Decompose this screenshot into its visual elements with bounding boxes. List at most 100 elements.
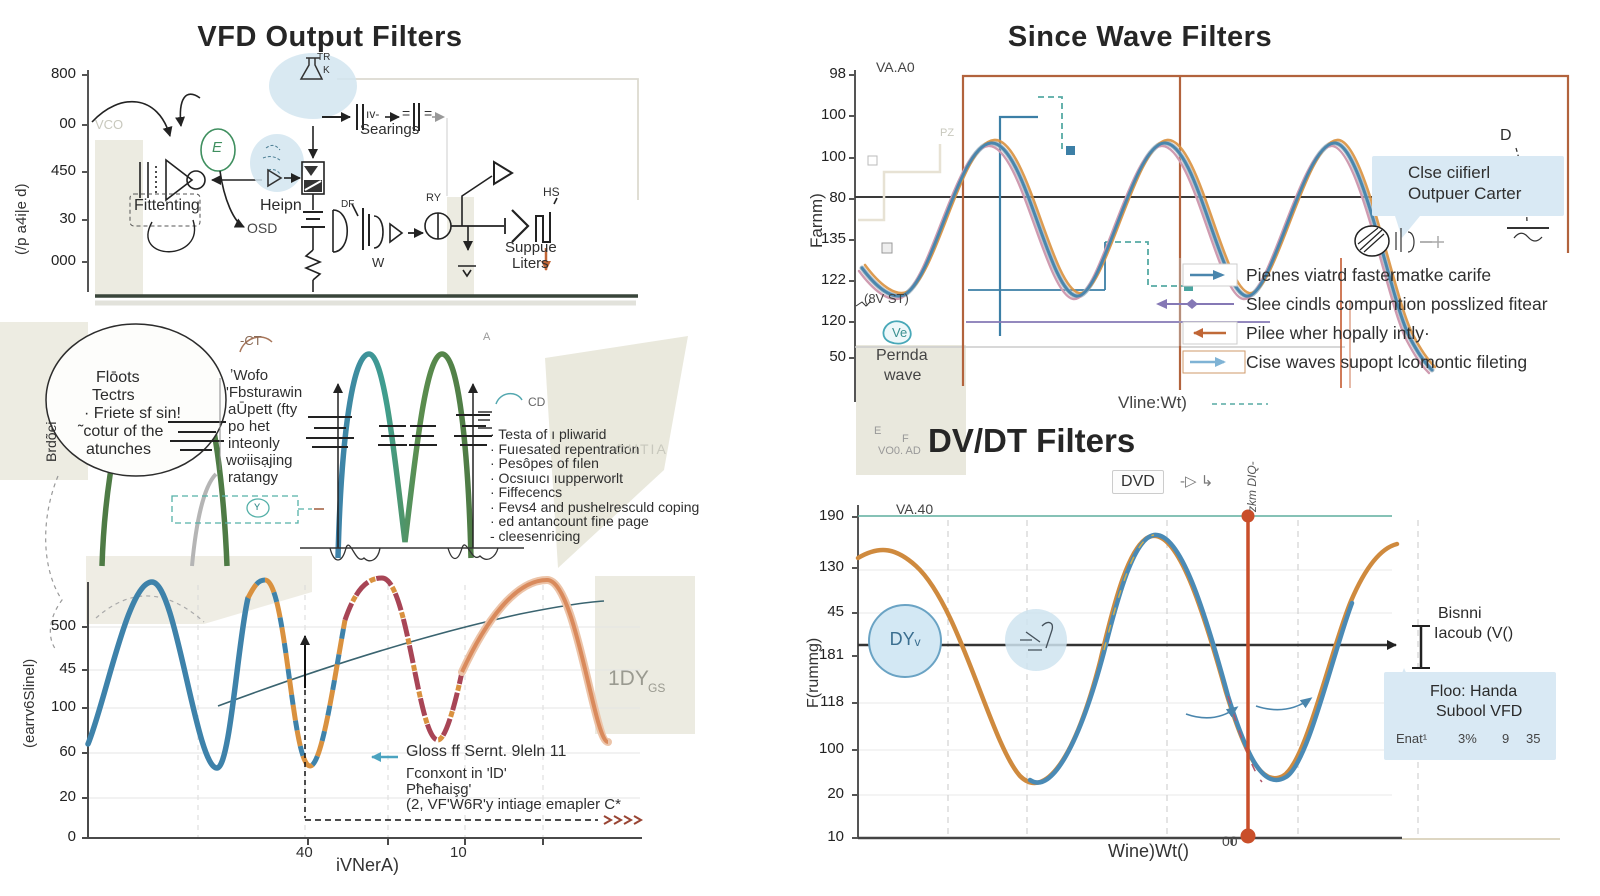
k-label: K: [323, 65, 330, 76]
sine-ytick: 80: [829, 189, 846, 206]
wofo-line: po het: [228, 418, 270, 435]
lb-side-label: Brdõei: [43, 421, 59, 462]
searings-label: Searings: [360, 121, 420, 138]
sine-ytick: 50: [829, 348, 846, 365]
vfd-title: VFD Output Filters: [197, 21, 463, 53]
lb-ytick: 500: [50, 617, 76, 634]
capacitor-bars: [168, 414, 492, 451]
eq-glyph: =: [424, 105, 433, 121]
lb-legend-line: Γconxont in 'lD': [406, 765, 507, 782]
rotated-annotation: zkm DIQ-: [1245, 461, 1259, 512]
lb-plot: [45, 323, 644, 845]
lb-legend-line: Pħeħaişg': [406, 781, 472, 798]
dvdt-pre-f: F: [902, 433, 909, 445]
pernda-label-1: Pernda: [876, 347, 928, 364]
ve-scribble: [882, 320, 912, 345]
dygs-sub: GS: [648, 681, 666, 695]
wofo-line: inteonly: [228, 435, 280, 452]
dvdt-callout-line2: Subool VFD: [1436, 703, 1523, 720]
vfd-ytick: 800: [50, 65, 76, 82]
bullet-line: · ed antancount fine page: [490, 513, 649, 529]
dvdt-x-axis-label: Wine)Wt(): [1108, 841, 1189, 861]
bubble-line: · Friete sf sin!: [84, 405, 181, 422]
wofo-line: aŪpett (fty: [228, 401, 298, 418]
dvdt-stat: 9: [1502, 731, 1510, 746]
bullet-line: · Fiffecencs: [490, 484, 563, 500]
dvdt-ytick: 10: [827, 828, 844, 845]
sine-legend-item: Pienes viatrd fastermatke carife: [1246, 265, 1492, 285]
lb-ytick: 20: [59, 788, 76, 805]
y-mark: ʏ: [254, 499, 261, 513]
e-label: E: [212, 139, 223, 156]
curved-arrow: [1255, 697, 1313, 711]
df-label: DF: [341, 199, 355, 210]
sine-callout-line2: Outpuer Carter: [1408, 184, 1522, 203]
watermark-text: VCO: [95, 117, 124, 132]
dvdt-ytick: 118: [820, 693, 844, 710]
va40-label: VA.40: [896, 501, 934, 517]
lb-legend-line: (2, VF'W6R'y intiage emapler C*: [406, 796, 621, 813]
square-wave-orange: [961, 74, 1570, 386]
sine-title: Since Wave Filters: [1007, 21, 1273, 53]
w-label: W: [372, 255, 385, 270]
dy-circle: [868, 604, 942, 678]
sine-legend-item: Slee cindls compuntion posslized fitear: [1246, 294, 1548, 314]
dvdt-pre-e: E: [874, 425, 882, 437]
liters-label: Liters: [512, 255, 549, 272]
e-ellipse: [200, 128, 236, 172]
curved-arrow: [1185, 706, 1239, 719]
wave-orange-dashed: [245, 577, 348, 769]
bubble-line: atunches: [86, 441, 151, 458]
heipn-label: Heipn: [260, 197, 302, 214]
bullet-line: · Fuıesated repentration: [490, 441, 640, 457]
pernda-label-2: wave: [884, 367, 922, 384]
sine-callout-box: [1372, 156, 1564, 216]
wave-maroon-dashed: [342, 575, 465, 743]
sine-ytick: 122: [820, 271, 846, 288]
sine-ytick: 98: [829, 65, 846, 82]
ry-label: RY: [426, 192, 442, 204]
dvd-chip: DVD: [1112, 470, 1164, 494]
bullet-line: - cleesenricing: [490, 528, 581, 544]
lb-ytick: 100: [50, 698, 76, 715]
dvdt-ytick: 45: [827, 603, 844, 620]
bv-st-label: (8V ST): [864, 291, 909, 306]
bullet-line: · Testa of ı pliwarid: [490, 426, 607, 442]
osd-label: OSD: [247, 220, 278, 236]
hatched-circle-icon: [1354, 225, 1390, 257]
watermark-text: PZ: [940, 127, 955, 139]
dvdt-ytick: 181: [818, 646, 844, 663]
sine-ytick: 120: [820, 312, 846, 329]
bullet-line: · Fevs4 and pushelresculd coping: [490, 499, 700, 515]
curved-arrow: [175, 93, 201, 127]
bullet-line: · Pesôpes of fılen: [490, 455, 599, 471]
bisni-label-2: Iacoub (V(): [1434, 625, 1514, 642]
wofo-line: wơiisạjing: [226, 452, 293, 469]
callout-bubble: [45, 323, 227, 477]
sine-ytick: 100: [820, 148, 846, 165]
a-mark: A: [483, 331, 491, 343]
vfd-ytick: 30: [59, 210, 76, 227]
square-wave-glyph: [535, 212, 551, 243]
dvdt-title: DV/DT Filters: [928, 422, 1136, 459]
lb-legend-line: Gloss ff Sernt. 9leln 11: [406, 743, 567, 760]
dvd-chip-suffix: -▷ ↳: [1180, 473, 1214, 490]
sine-callout-line1: Clse ciifierl: [1408, 163, 1491, 182]
flask-icon: [299, 57, 324, 80]
sine-legend-item: Cise waves supopt lcomontic fileting: [1246, 352, 1528, 372]
sine-ytick: 100: [820, 106, 846, 123]
chevron-marks: [603, 815, 644, 825]
vline-label: Vline:Wt): [1118, 393, 1187, 412]
iv-glyph: ıv-: [366, 107, 380, 121]
sine-y-axis-label: Farnm): [807, 193, 826, 248]
dvdt-wave-blue: [1027, 532, 1355, 785]
dygs-label: 1DY: [608, 667, 649, 690]
dvdt-plot: [852, 505, 1560, 845]
ibeam-icon: [1412, 625, 1430, 669]
bubble-line: Flōots: [96, 369, 140, 386]
va-label: VA.A0: [876, 59, 915, 75]
dvdt-ytick: 130: [818, 558, 844, 575]
square-wave-blue: [998, 115, 1038, 336]
lb-xtick: 10: [450, 844, 467, 861]
